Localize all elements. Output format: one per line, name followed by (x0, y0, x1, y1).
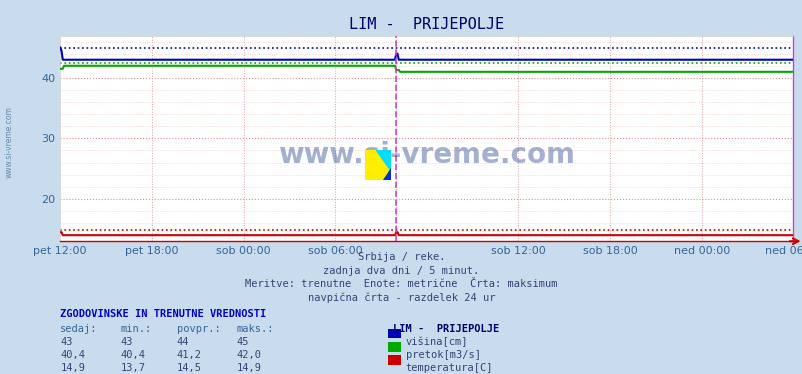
Text: ZGODOVINSKE IN TRENUTNE VREDNOSTI: ZGODOVINSKE IN TRENUTNE VREDNOSTI (60, 309, 266, 319)
Title: LIM -  PRIJEPOLJE: LIM - PRIJEPOLJE (349, 16, 504, 31)
Text: povpr.:: povpr.: (176, 324, 220, 334)
Text: www.si-vreme.com: www.si-vreme.com (5, 106, 14, 178)
Text: 14,9: 14,9 (237, 363, 261, 373)
Text: www.si-vreme.com: www.si-vreme.com (278, 141, 574, 169)
Text: 41,2: 41,2 (176, 350, 201, 360)
Text: 40,4: 40,4 (120, 350, 145, 360)
Text: sedaj:: sedaj: (60, 324, 98, 334)
Text: 42,0: 42,0 (237, 350, 261, 360)
Text: temperatura[C]: temperatura[C] (405, 363, 492, 373)
Text: 14,5: 14,5 (176, 363, 201, 373)
Text: 43: 43 (60, 337, 73, 347)
Polygon shape (375, 150, 391, 171)
Text: Srbija / reke.
zadnja dva dni / 5 minut.
Meritve: trenutne  Enote: metrične  Črt: Srbija / reke. zadnja dva dni / 5 minut.… (245, 252, 557, 303)
Text: 13,7: 13,7 (120, 363, 145, 373)
Text: 14,9: 14,9 (60, 363, 85, 373)
Text: maks.:: maks.: (237, 324, 274, 334)
Text: 45: 45 (237, 337, 249, 347)
Polygon shape (383, 168, 391, 180)
Polygon shape (365, 150, 391, 180)
Text: 43: 43 (120, 337, 133, 347)
Text: 40,4: 40,4 (60, 350, 85, 360)
Text: pretok[m3/s]: pretok[m3/s] (405, 350, 480, 360)
Text: 44: 44 (176, 337, 189, 347)
Text: LIM -  PRIJEPOLJE: LIM - PRIJEPOLJE (393, 324, 499, 334)
Text: min.:: min.: (120, 324, 152, 334)
Text: višina[cm]: višina[cm] (405, 337, 468, 347)
